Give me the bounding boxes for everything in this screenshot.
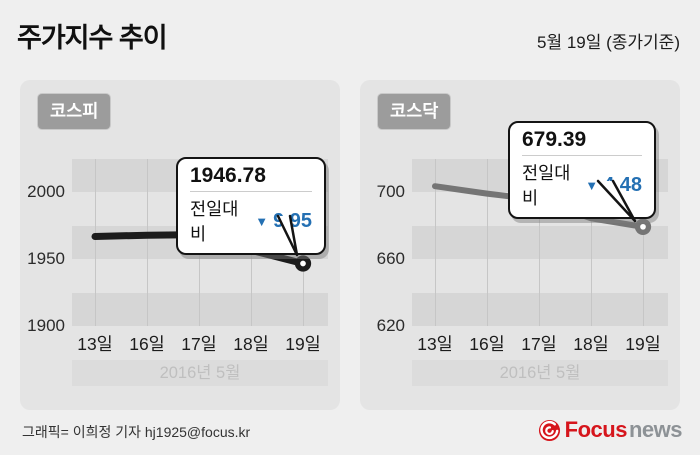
x-tick-label: 18일 xyxy=(233,334,269,354)
grid-line xyxy=(435,159,436,326)
kospi-panel: 코스피 2000 1950 1900 13일 16일 17일 18일 19일 2016년 5… xyxy=(20,80,340,410)
kosdaq-callout: 679.39 전일대비 ▼ 4.48 xyxy=(508,121,656,219)
kosdaq-close-value: 679.39 xyxy=(522,128,587,151)
grid-line xyxy=(591,159,592,326)
focus-news-logo: Focus news xyxy=(538,417,683,443)
x-tick-label: 16일 xyxy=(469,334,505,354)
grid-line xyxy=(147,159,148,326)
y-tick-label: 660 xyxy=(376,249,405,269)
divider xyxy=(522,155,642,156)
x-tick-label: 19일 xyxy=(625,334,661,354)
x-tick-label: 17일 xyxy=(521,334,557,354)
plot-stripe xyxy=(412,292,668,326)
kosdaq-panel: 코스닥 700 660 620 13일 16일 17일 18일 19일 2016년 5월 6… xyxy=(360,80,680,410)
focus-swirl-icon xyxy=(538,419,560,441)
logo-text-news: news xyxy=(628,417,683,442)
kosdaq-last-point-marker xyxy=(634,218,652,235)
kosdaq-month-band: 2016년 5월 xyxy=(412,360,668,386)
date-note: 5월 19일 (종가기준) xyxy=(537,33,680,52)
down-triangle-icon: ▼ xyxy=(255,213,269,229)
y-tick-label: 700 xyxy=(376,182,405,202)
kospi-month-label: 2016년 5월 xyxy=(159,364,241,382)
kospi-last-point-marker xyxy=(294,255,312,272)
y-tick-label: 1900 xyxy=(27,316,65,335)
divider xyxy=(190,191,312,192)
x-tick-label: 17일 xyxy=(181,334,217,354)
kospi-change-label: 전일대비 xyxy=(190,199,239,244)
grid-line xyxy=(487,159,488,326)
credit-line: 그래픽= 이희정 기자 hj1925@focus.kr xyxy=(22,424,251,440)
grid-line xyxy=(95,159,96,326)
kospi-month-band: 2016년 5월 xyxy=(72,360,328,386)
x-tick-label: 13일 xyxy=(77,334,113,354)
logo-text-focus: Focus xyxy=(564,417,628,442)
x-tick-label: 13일 xyxy=(417,334,453,354)
kospi-close-value: 1946.78 xyxy=(190,164,266,187)
page-title: 주가지수 추이 xyxy=(17,23,168,53)
x-tick-label: 16일 xyxy=(129,334,165,354)
y-tick-label: 2000 xyxy=(27,182,65,202)
x-tick-label: 18일 xyxy=(573,334,609,354)
kosdaq-month-label: 2016년 5월 xyxy=(499,364,581,382)
grid-line xyxy=(643,159,644,326)
kospi-badge: 코스피 xyxy=(38,94,111,129)
down-triangle-icon: ▼ xyxy=(585,177,599,193)
kospi-change-value: 9.95 xyxy=(273,209,312,232)
kosdaq-badge: 코스닥 xyxy=(378,94,451,129)
y-tick-label: 620 xyxy=(376,316,405,335)
grid-line xyxy=(539,159,540,326)
plot-stripe xyxy=(412,225,668,260)
kosdaq-change-value: 4.48 xyxy=(603,173,642,196)
x-tick-label: 19일 xyxy=(285,334,321,354)
plot-stripe xyxy=(72,292,328,326)
kospi-callout: 1946.78 전일대비 ▼ 9.95 xyxy=(176,157,326,255)
kosdaq-change-label: 전일대비 xyxy=(522,163,571,208)
y-tick-label: 1950 xyxy=(27,249,65,269)
